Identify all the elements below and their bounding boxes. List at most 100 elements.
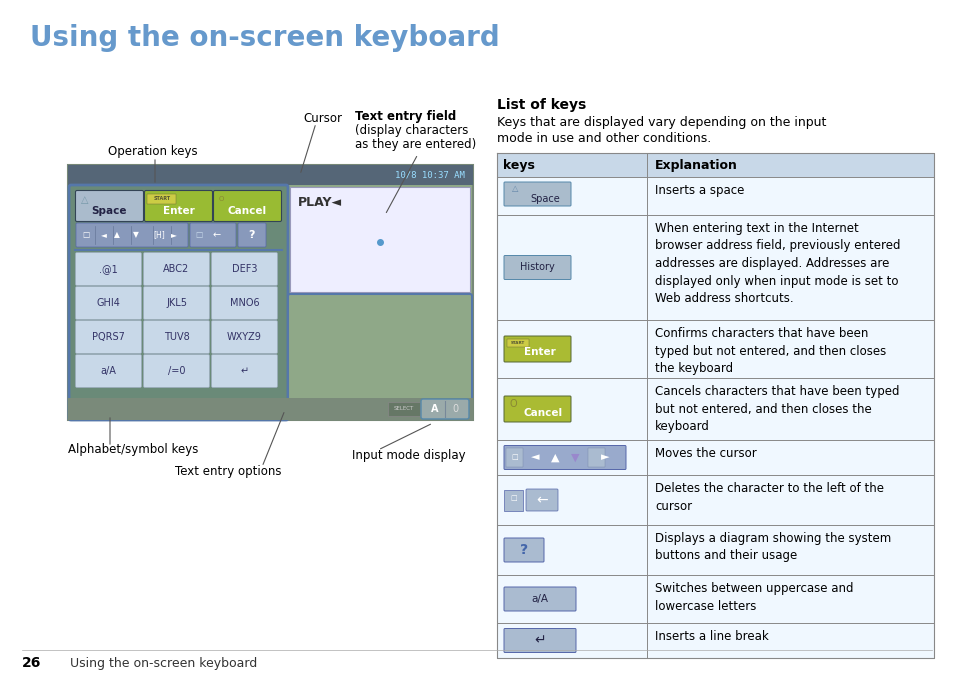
Text: Input mode display: Input mode display	[352, 448, 465, 462]
FancyBboxPatch shape	[75, 355, 141, 387]
Text: ←: ←	[213, 230, 221, 240]
Text: Inserts a space: Inserts a space	[655, 184, 743, 197]
Text: ?: ?	[519, 543, 528, 557]
FancyBboxPatch shape	[288, 294, 472, 401]
Text: GHI4: GHI4	[96, 298, 120, 308]
FancyBboxPatch shape	[213, 190, 281, 221]
Text: △: △	[511, 185, 517, 194]
FancyBboxPatch shape	[76, 223, 188, 247]
Text: □: □	[195, 230, 202, 240]
Text: [H]: [H]	[153, 230, 165, 240]
Text: □: □	[82, 230, 90, 240]
Text: ►: ►	[171, 230, 176, 240]
Text: O: O	[509, 399, 517, 409]
Text: PQRS7: PQRS7	[92, 332, 125, 342]
Text: DEF3: DEF3	[232, 264, 257, 274]
Text: 0: 0	[452, 404, 457, 414]
FancyBboxPatch shape	[75, 286, 141, 320]
Text: a/A: a/A	[531, 594, 548, 604]
FancyBboxPatch shape	[212, 253, 277, 286]
Bar	[388, 402, 419, 416]
Bar	[497, 153, 933, 177]
Text: Confirms characters that have been
typed but not entered, and then closes
the ke: Confirms characters that have been typed…	[655, 327, 885, 375]
Text: (display characters: (display characters	[355, 124, 468, 137]
FancyBboxPatch shape	[503, 255, 571, 280]
Text: ◄: ◄	[101, 230, 107, 240]
FancyBboxPatch shape	[503, 445, 625, 470]
Text: ◄: ◄	[530, 452, 538, 462]
Bar	[497, 575, 933, 623]
Text: O: O	[218, 196, 223, 202]
FancyBboxPatch shape	[69, 185, 288, 420]
Text: PLAY◄: PLAY◄	[297, 196, 342, 209]
Text: Operation keys: Operation keys	[108, 146, 197, 158]
Text: /=0: /=0	[168, 366, 185, 376]
Text: A: A	[431, 404, 438, 414]
Text: Cancel: Cancel	[523, 408, 562, 418]
Text: Explanation: Explanation	[655, 158, 737, 171]
Text: ▼: ▼	[570, 452, 578, 462]
Text: as they are entered): as they are entered)	[355, 138, 476, 151]
FancyBboxPatch shape	[506, 338, 529, 347]
Text: ↵: ↵	[534, 634, 545, 647]
Text: START: START	[153, 196, 171, 201]
Text: Space: Space	[530, 194, 559, 204]
Bar	[497, 378, 933, 440]
FancyBboxPatch shape	[237, 223, 266, 247]
Text: □: □	[510, 495, 517, 501]
Text: START: START	[511, 341, 524, 345]
FancyBboxPatch shape	[503, 336, 571, 362]
FancyBboxPatch shape	[148, 194, 176, 204]
Text: Enter: Enter	[162, 206, 194, 216]
Text: Text entry options: Text entry options	[174, 466, 281, 479]
FancyBboxPatch shape	[588, 448, 605, 467]
Text: Displays a diagram showing the system
buttons and their usage: Displays a diagram showing the system bu…	[655, 532, 890, 563]
Bar	[497, 320, 933, 378]
Text: ↵: ↵	[240, 366, 249, 376]
FancyBboxPatch shape	[143, 286, 210, 320]
Text: Space: Space	[91, 206, 127, 216]
Text: ►: ►	[600, 452, 609, 462]
FancyBboxPatch shape	[144, 190, 213, 221]
FancyBboxPatch shape	[143, 355, 210, 387]
FancyBboxPatch shape	[212, 286, 277, 320]
Text: JKL5: JKL5	[166, 298, 187, 308]
FancyBboxPatch shape	[143, 253, 210, 286]
Text: Inserts a line break: Inserts a line break	[655, 630, 768, 643]
Text: ▲: ▲	[114, 230, 120, 240]
Bar	[68, 398, 473, 420]
Text: 26: 26	[22, 656, 41, 670]
FancyBboxPatch shape	[503, 396, 571, 422]
FancyBboxPatch shape	[75, 253, 141, 286]
Text: a/A: a/A	[100, 366, 116, 376]
FancyBboxPatch shape	[75, 320, 141, 353]
Text: ▼: ▼	[132, 230, 139, 240]
Text: □: □	[511, 454, 517, 460]
Text: keys: keys	[502, 158, 535, 171]
FancyBboxPatch shape	[143, 320, 210, 353]
FancyBboxPatch shape	[212, 355, 277, 387]
Text: .@1: .@1	[99, 264, 118, 274]
Text: mode in use and other conditions.: mode in use and other conditions.	[497, 132, 711, 145]
Text: TUV8: TUV8	[164, 332, 190, 342]
Text: SELECT: SELECT	[394, 406, 414, 412]
Bar	[68, 165, 473, 420]
Text: Switches between uppercase and
lowercase letters: Switches between uppercase and lowercase…	[655, 582, 853, 613]
Text: ←: ←	[536, 493, 547, 507]
Text: ABC2: ABC2	[163, 264, 190, 274]
Bar	[497, 623, 933, 658]
Bar	[497, 177, 933, 215]
Text: Cancel: Cancel	[228, 206, 267, 216]
Text: Using the on-screen keyboard: Using the on-screen keyboard	[30, 24, 499, 52]
Text: Using the on-screen keyboard: Using the on-screen keyboard	[70, 657, 257, 670]
FancyBboxPatch shape	[504, 489, 523, 510]
Bar	[497, 440, 933, 475]
Text: MNO6: MNO6	[230, 298, 259, 308]
FancyBboxPatch shape	[503, 587, 576, 611]
Bar	[290, 187, 470, 292]
Text: Deletes the character to the left of the
cursor: Deletes the character to the left of the…	[655, 482, 883, 512]
Text: Cursor: Cursor	[303, 112, 341, 125]
Text: Cancels characters that have been typed
but not entered, and then closes the
key: Cancels characters that have been typed …	[655, 385, 899, 433]
Text: Keys that are displayed vary depending on the input: Keys that are displayed vary depending o…	[497, 116, 825, 129]
Bar	[68, 165, 473, 185]
